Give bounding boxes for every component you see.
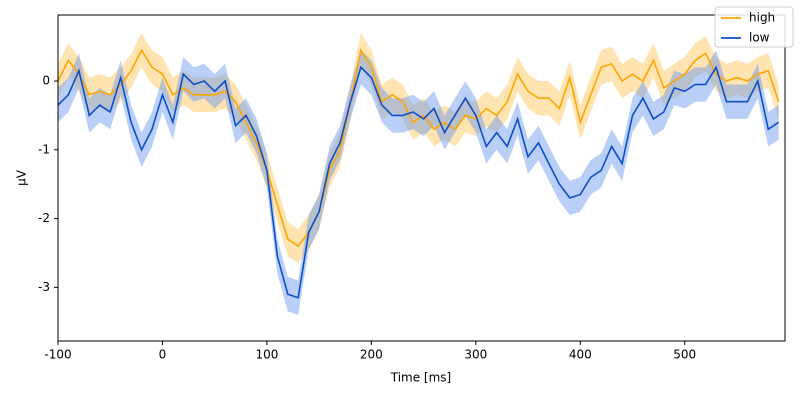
y-axis-label: µV [15,169,29,186]
x-tick-label: 200 [360,348,383,362]
legend: high low [714,6,794,48]
x-tick-label: 400 [569,348,592,362]
error-band [58,32,779,264]
series-line [57,47,780,248]
x-tick-label: 100 [255,348,278,362]
plot-frame [57,14,786,342]
y-tick-label: -1 [38,142,50,156]
y-tick-label: -3 [38,280,50,294]
legend-label: low [749,31,770,45]
x-tick-label: 500 [673,348,696,362]
x-axis-label: Time [ms] [390,371,452,385]
x-tick-label: 0 [159,348,167,362]
series-line [57,65,780,299]
legend-box [714,6,794,48]
x-tick-label: -100 [44,348,71,362]
y-tick-label: 0 [42,74,50,88]
x-tick-label: 300 [464,348,487,362]
error-band [58,50,779,315]
y-tick-label: -2 [38,211,50,225]
legend-label: high [749,11,775,25]
